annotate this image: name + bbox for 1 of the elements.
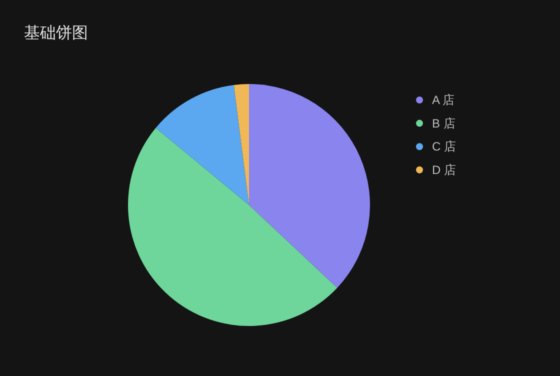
title: 基础饼图 [24, 25, 88, 42]
